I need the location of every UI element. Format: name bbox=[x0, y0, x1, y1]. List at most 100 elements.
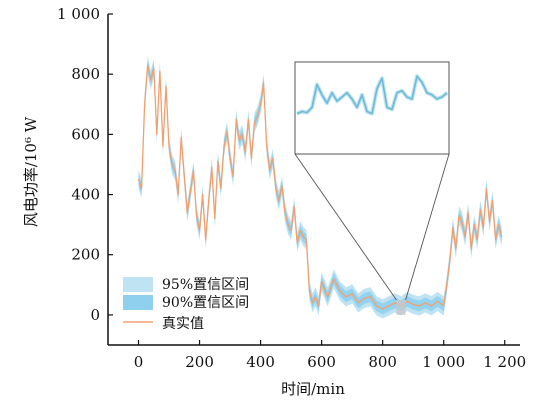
actual-point bbox=[275, 187, 277, 190]
actual-point bbox=[458, 215, 460, 217]
actual-point bbox=[250, 157, 252, 159]
actual-point bbox=[168, 145, 170, 147]
actual-point bbox=[256, 115, 259, 117]
actual-point bbox=[327, 296, 329, 298]
actual-point bbox=[464, 236, 466, 238]
actual-point bbox=[314, 296, 317, 298]
legend-label-ci95: 95%置信区间 bbox=[162, 277, 249, 293]
actual-point bbox=[171, 163, 173, 166]
x-tick-label: 1 200 bbox=[483, 353, 526, 371]
actual-point bbox=[238, 139, 240, 141]
actual-point bbox=[272, 157, 274, 159]
actual-point bbox=[186, 212, 188, 214]
actual-point bbox=[226, 130, 228, 132]
actual-point bbox=[488, 221, 491, 223]
inset-layer bbox=[294, 61, 450, 315]
actual-point bbox=[235, 118, 237, 120]
actual-point bbox=[192, 169, 195, 172]
actual-point bbox=[369, 296, 372, 298]
actual-point bbox=[241, 133, 243, 135]
actual-point bbox=[446, 284, 448, 286]
actual-point bbox=[296, 242, 298, 244]
actual-point bbox=[217, 160, 219, 162]
legend-swatch-ci90 bbox=[123, 295, 153, 310]
actual-point bbox=[394, 302, 396, 304]
actual-point bbox=[144, 103, 146, 105]
actual-point bbox=[165, 85, 167, 87]
actual-point bbox=[195, 215, 198, 217]
actual-point bbox=[290, 230, 292, 232]
actual-point bbox=[211, 166, 213, 169]
x-tick-label: 800 bbox=[368, 353, 397, 371]
actual-point bbox=[345, 296, 347, 298]
actual-point bbox=[174, 169, 176, 172]
actual-point bbox=[293, 206, 295, 208]
actual-point bbox=[376, 305, 378, 307]
axes-layer: 0 200 400 600 800 1 000 0 200 400 600 800 1 000 1 20… bbox=[57, 5, 526, 371]
actual-point bbox=[485, 187, 487, 190]
actual-point bbox=[449, 260, 451, 262]
actual-point bbox=[162, 145, 164, 147]
actual-point bbox=[260, 103, 262, 105]
y-tick-label: 200 bbox=[71, 246, 100, 264]
actual-point bbox=[137, 178, 140, 181]
actual-point bbox=[406, 300, 408, 302]
legend-label-ci90: 90%置信区间 bbox=[162, 295, 249, 311]
actual-point bbox=[220, 187, 222, 190]
actual-point bbox=[266, 145, 268, 147]
actual-point bbox=[302, 236, 304, 238]
actual-point bbox=[263, 82, 265, 84]
y-tick-label: 600 bbox=[71, 125, 100, 143]
actual-point bbox=[430, 305, 433, 307]
actual-point bbox=[467, 212, 469, 214]
actual-point bbox=[482, 227, 484, 229]
actual-point bbox=[229, 157, 231, 159]
actual-point bbox=[269, 169, 271, 172]
actual-point bbox=[199, 230, 201, 232]
x-tick-label: 400 bbox=[246, 353, 275, 371]
actual-point bbox=[153, 67, 155, 69]
zoom-region-highlight bbox=[396, 299, 406, 315]
actual-point bbox=[363, 297, 365, 299]
actual-point bbox=[244, 151, 246, 153]
actual-point bbox=[156, 133, 158, 135]
actual-point bbox=[247, 118, 249, 120]
actual-point bbox=[189, 190, 191, 193]
actual-point bbox=[281, 184, 283, 187]
actual-point bbox=[147, 64, 149, 66]
actual-point bbox=[208, 200, 210, 202]
actual-point bbox=[443, 305, 445, 307]
actual-point bbox=[305, 239, 307, 241]
actual-point bbox=[159, 70, 161, 72]
actual-point bbox=[455, 248, 457, 250]
actual-point bbox=[202, 193, 204, 196]
x-tick-label: 600 bbox=[307, 353, 336, 371]
actual-point bbox=[339, 290, 341, 292]
y-tick-label: 400 bbox=[71, 186, 100, 204]
legend: 95%置信区间 90%置信区间 真实值 bbox=[123, 277, 249, 332]
actual-point bbox=[333, 278, 335, 280]
actual-point bbox=[473, 224, 475, 226]
actual-point bbox=[223, 145, 225, 147]
actual-point bbox=[150, 79, 152, 81]
actual-point bbox=[232, 175, 234, 178]
actual-point bbox=[299, 230, 301, 232]
zoom-connector-left bbox=[294, 153, 397, 301]
actual-point bbox=[382, 308, 384, 310]
actual-point bbox=[470, 248, 472, 250]
zoom-connector-right bbox=[405, 153, 450, 301]
actual-point bbox=[461, 221, 463, 223]
actual-point bbox=[278, 200, 280, 202]
actual-point bbox=[495, 239, 497, 241]
x-axis-title: 时间/min bbox=[281, 380, 345, 398]
actual-point bbox=[437, 300, 439, 302]
y-axis-title: 风电功率/10⁶ W bbox=[22, 116, 40, 227]
actual-series-line bbox=[137, 64, 503, 310]
actual-point bbox=[183, 175, 185, 178]
actual-point bbox=[476, 239, 478, 241]
x-tick-label: 200 bbox=[185, 353, 214, 371]
y-tick-label: 0 bbox=[90, 306, 100, 324]
actual-point bbox=[424, 302, 426, 304]
